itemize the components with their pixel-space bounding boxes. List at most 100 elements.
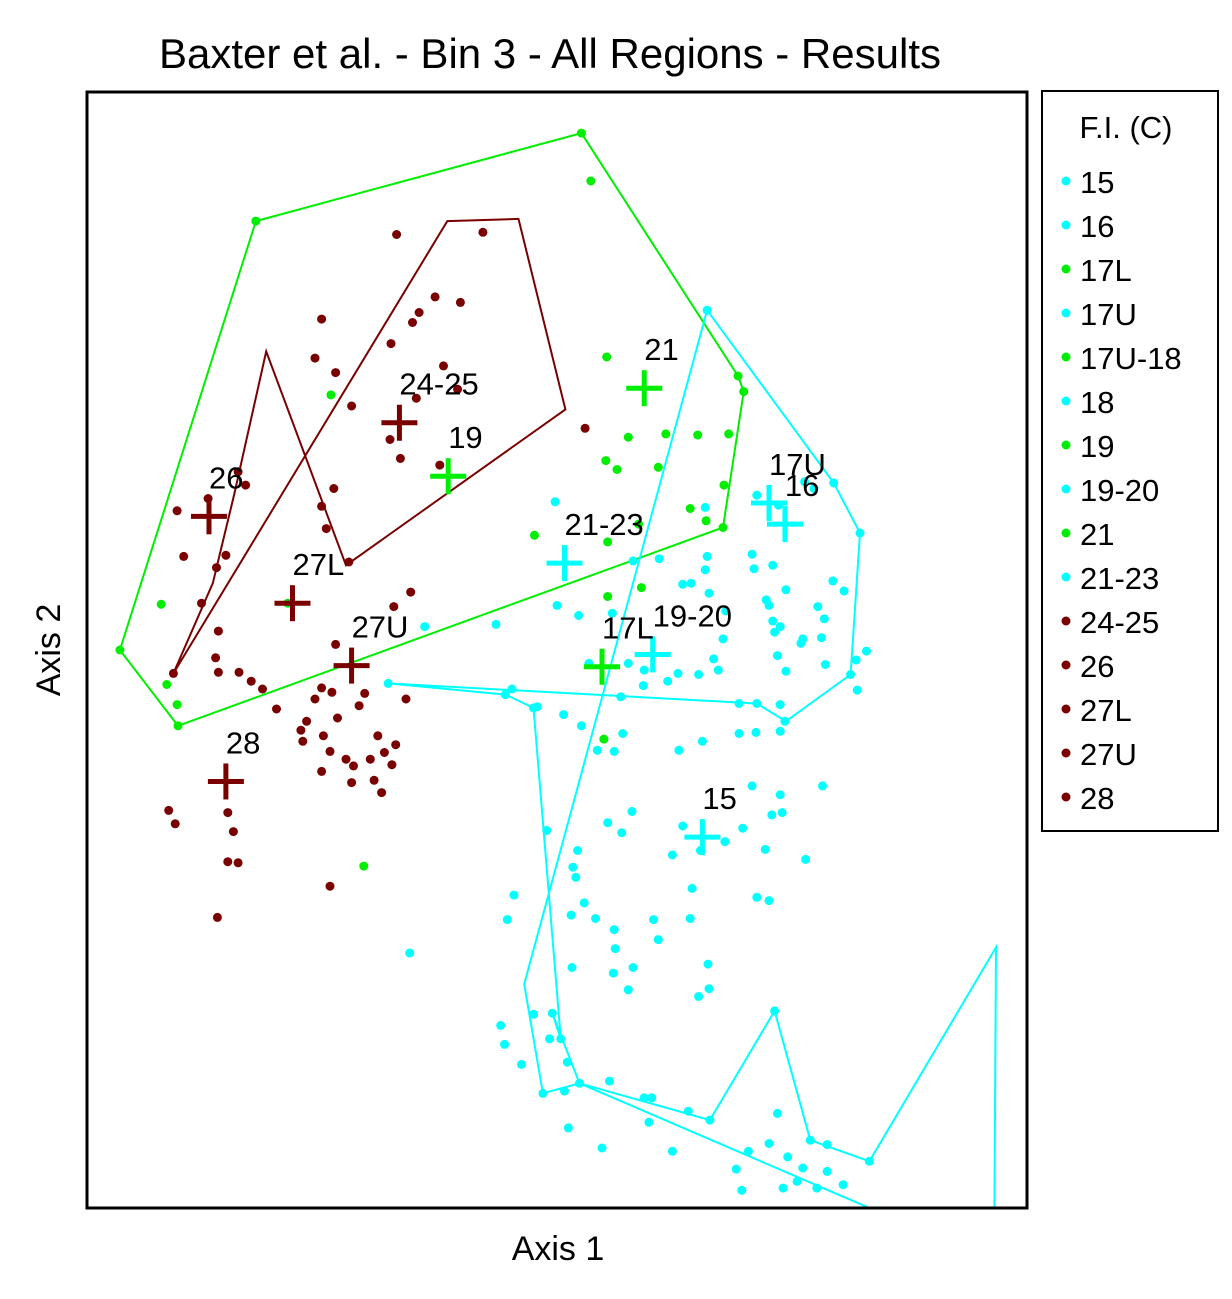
data-point xyxy=(369,775,379,785)
data-point xyxy=(639,665,649,675)
legend-label: 19-20 xyxy=(1080,473,1159,508)
data-point xyxy=(846,670,856,679)
data-point xyxy=(566,910,576,920)
data-point xyxy=(391,740,401,750)
data-point xyxy=(667,850,677,860)
data-point xyxy=(560,1086,569,1096)
data-point xyxy=(685,504,695,513)
legend-marker xyxy=(1061,352,1071,362)
data-point xyxy=(772,1108,782,1118)
data-point xyxy=(654,554,664,564)
data-point xyxy=(719,480,729,490)
data-point xyxy=(703,959,713,969)
data-point xyxy=(704,984,714,994)
data-point xyxy=(701,516,711,526)
data-point xyxy=(673,1268,682,1277)
centroid-label: 15 xyxy=(702,781,736,816)
legend-label: 19 xyxy=(1080,429,1114,464)
data-point xyxy=(820,660,830,669)
data-point xyxy=(233,858,243,868)
data-point xyxy=(310,353,320,363)
legend-marker xyxy=(1061,484,1071,494)
data-point xyxy=(616,692,626,702)
legend-label: 18 xyxy=(1080,385,1114,420)
data-point xyxy=(839,586,849,596)
data-point xyxy=(532,702,542,712)
data-point xyxy=(327,687,337,697)
hulls-layer xyxy=(118,131,998,1207)
data-point xyxy=(576,721,586,731)
data-point xyxy=(491,619,501,629)
data-point xyxy=(568,862,578,872)
legend-label: 17U xyxy=(1080,297,1137,332)
data-point xyxy=(550,497,560,507)
data-point xyxy=(251,216,261,226)
data-point xyxy=(864,1156,874,1166)
data-point xyxy=(439,361,448,371)
data-point xyxy=(718,634,728,644)
data-point xyxy=(639,1093,649,1103)
data-point xyxy=(602,352,612,362)
data-point xyxy=(392,230,402,239)
data-point xyxy=(647,1093,657,1103)
data-point xyxy=(779,1271,788,1280)
data-point xyxy=(738,823,748,833)
data-point xyxy=(718,523,728,532)
data-point xyxy=(685,914,695,923)
data-point xyxy=(341,754,351,764)
data-point xyxy=(628,556,638,566)
data-point xyxy=(805,1135,815,1145)
data-point xyxy=(401,694,411,704)
y-axis-label: Axis 2 xyxy=(30,604,68,697)
data-point xyxy=(752,892,762,902)
data-point xyxy=(623,658,633,668)
data-point xyxy=(694,670,704,679)
data-point xyxy=(761,595,771,605)
data-point xyxy=(377,788,387,798)
data-point xyxy=(828,576,838,586)
data-point xyxy=(603,818,613,828)
data-point xyxy=(605,1076,614,1086)
data-point xyxy=(686,578,696,588)
data-point xyxy=(694,992,704,1001)
data-point xyxy=(800,477,810,487)
centroid-label: 26 xyxy=(209,460,243,495)
data-point xyxy=(325,881,335,891)
data-point xyxy=(172,506,182,516)
data-point xyxy=(579,898,589,908)
data-point xyxy=(764,896,774,906)
centroid-label: 21-23 xyxy=(565,507,644,542)
data-point xyxy=(326,390,336,400)
data-point xyxy=(644,1117,654,1127)
data-point xyxy=(661,429,671,439)
data-point xyxy=(545,1034,554,1044)
legend-marker xyxy=(1061,572,1071,582)
legend-label: 17L xyxy=(1080,253,1132,288)
data-point xyxy=(687,883,697,893)
data-point xyxy=(317,766,327,776)
data-point xyxy=(599,734,609,744)
data-point xyxy=(333,713,342,723)
data-point xyxy=(317,314,327,324)
data-point xyxy=(623,985,633,995)
data-point xyxy=(627,807,637,816)
data-point xyxy=(385,435,395,444)
data-point xyxy=(700,565,710,575)
data-point xyxy=(538,1088,548,1098)
legend-marker xyxy=(1061,748,1071,758)
data-point xyxy=(496,1020,506,1030)
data-point xyxy=(697,736,707,746)
data-point xyxy=(246,676,256,686)
legend-label: 27U xyxy=(1080,737,1137,772)
data-point xyxy=(819,614,829,624)
data-point xyxy=(783,1152,793,1162)
data-point xyxy=(618,729,628,738)
data-point xyxy=(383,678,393,688)
centroid-label: 27U xyxy=(352,610,409,645)
data-point xyxy=(329,484,339,493)
data-point xyxy=(628,963,638,972)
data-point xyxy=(734,699,744,708)
